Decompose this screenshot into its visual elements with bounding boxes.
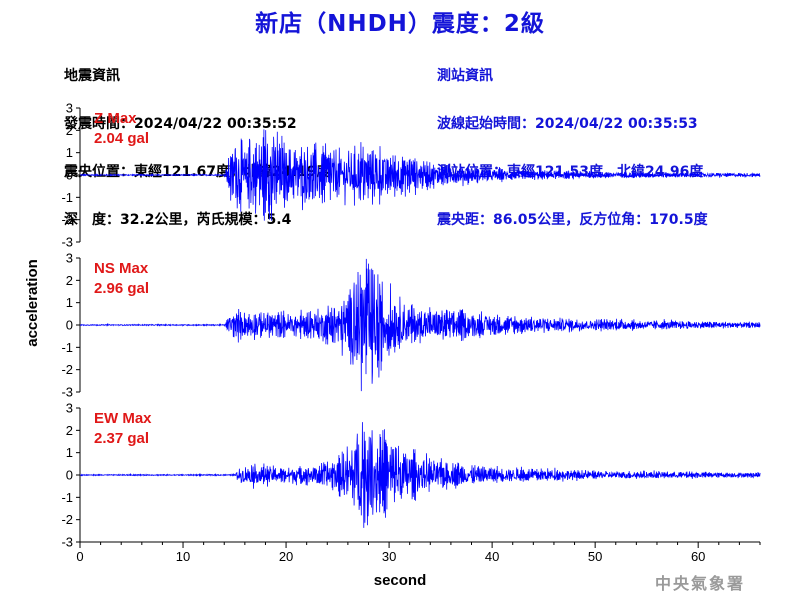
x-tick-label: 50 bbox=[588, 549, 602, 564]
origin-time: 發震時間：2024/04/22 00:35:52 bbox=[64, 116, 297, 132]
x-tick-label: 0 bbox=[76, 549, 83, 564]
y-tick-label: -3 bbox=[61, 535, 73, 550]
y-tick-label: -2 bbox=[61, 212, 73, 227]
y-tick-label: 3 bbox=[66, 251, 73, 266]
panel-ew: 3 2 1 0 -1 -2 -3 EW Max 2.37 gal bbox=[61, 401, 761, 550]
y-tick-label: 1 bbox=[66, 145, 73, 160]
chart-title: 新店（NHDH）震度：2級 bbox=[255, 11, 545, 37]
y-tick-label: 2 bbox=[66, 123, 73, 138]
depth-magnitude: 深 度：32.2公里，芮氏規模：5.4 bbox=[64, 212, 292, 228]
panel-z: 3 2 1 0 -1 -2 -3 Z Max 2.04 gal bbox=[61, 101, 761, 250]
y-tick-label: -2 bbox=[61, 512, 73, 527]
max-label: Z Max bbox=[94, 110, 137, 127]
y-tick-label: 0 bbox=[66, 318, 73, 333]
max-value: 2.04 gal bbox=[94, 130, 149, 147]
max-label: NS Max bbox=[94, 260, 149, 277]
x-tick-label: 10 bbox=[176, 549, 190, 564]
y-tick-label: 1 bbox=[66, 295, 73, 310]
y-axis-label: acceleration bbox=[24, 259, 41, 347]
waveform-ns bbox=[79, 258, 761, 392]
station-info-heading: 測站資訊 bbox=[437, 68, 493, 84]
y-tick-label: 2 bbox=[66, 423, 73, 438]
y-tick-label: -1 bbox=[61, 490, 73, 505]
y-tick-label: -3 bbox=[61, 385, 73, 400]
panel-ns: 3 2 1 0 -1 -2 -3 NS Max 2.96 gal bbox=[61, 251, 761, 400]
max-value: 2.37 gal bbox=[94, 430, 149, 447]
y-tick-label: 1 bbox=[66, 445, 73, 460]
y-tick-label: 3 bbox=[66, 101, 73, 116]
max-value: 2.96 gal bbox=[94, 280, 149, 297]
y-tick-label: 0 bbox=[66, 468, 73, 483]
y-tick-label: -3 bbox=[61, 235, 73, 250]
y-tick-label: 0 bbox=[66, 168, 73, 183]
waveform-ew bbox=[79, 422, 761, 528]
x-tick-label: 40 bbox=[485, 549, 499, 564]
y-tick-label: -1 bbox=[61, 340, 73, 355]
x-tick-label: 60 bbox=[691, 549, 705, 564]
epicentral-distance-azimuth: 震央距：86.05公里，反方位角：170.5度 bbox=[437, 212, 708, 228]
waveform-z bbox=[80, 129, 761, 221]
station-info: 測站資訊 波線起始時間：2024/04/22 00:35:53 測站位置：東經1… bbox=[437, 36, 708, 244]
agency-credit: 中央氣象署 bbox=[655, 574, 746, 593]
y-tick-label: 2 bbox=[66, 273, 73, 288]
y-tick-label: -2 bbox=[61, 362, 73, 377]
max-label: EW Max bbox=[94, 410, 152, 427]
y-tick-label: -1 bbox=[61, 190, 73, 205]
x-tick-label: 30 bbox=[382, 549, 396, 564]
x-tick-label: 20 bbox=[279, 549, 293, 564]
earthquake-info-heading: 地震資訊 bbox=[64, 68, 120, 84]
waveform-start-time: 波線起始時間：2024/04/22 00:35:53 bbox=[437, 116, 698, 132]
x-axis-label: second bbox=[374, 572, 427, 589]
y-tick-label: 3 bbox=[66, 401, 73, 416]
